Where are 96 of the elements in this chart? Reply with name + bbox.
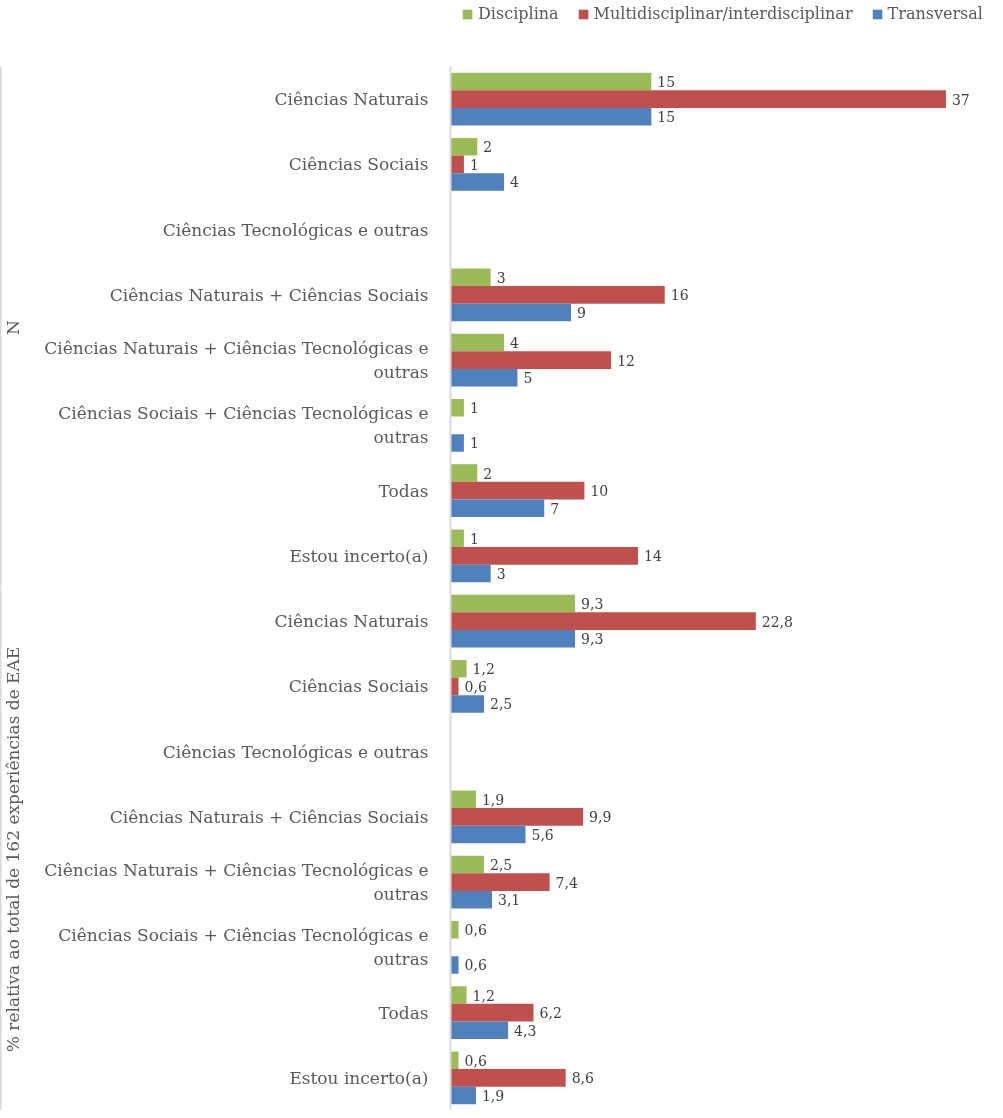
bar: [450, 351, 612, 369]
bar: [450, 398, 464, 417]
data-label: 1: [469, 400, 479, 417]
bar: [450, 873, 550, 891]
data-label: 5: [523, 370, 533, 387]
y-tick-label: Ciências Naturais + Ciências Tecnológicas e outras: [44, 338, 429, 383]
bar: [450, 1003, 534, 1022]
data-label: 0,6: [464, 1052, 487, 1069]
data-label: 14: [643, 548, 662, 565]
data-label: 4,3: [514, 1022, 537, 1039]
data-label: 16: [670, 287, 689, 304]
y-tick-label: Estou incerto(a): [289, 1067, 429, 1088]
data-label: 6,2: [539, 1005, 562, 1022]
y-axis-title: % relativa ao total de 162 experiências de EAE: [3, 646, 24, 1053]
data-label: 1: [469, 530, 479, 547]
bar: [450, 173, 505, 191]
bar: [450, 333, 505, 352]
bar: [450, 825, 526, 844]
bar: [450, 890, 493, 909]
legend-label: Multidisciplinar/interdisciplinar: [593, 4, 853, 23]
data-label: 15: [657, 109, 676, 126]
bar: [450, 855, 484, 874]
data-label: 2,5: [489, 857, 513, 874]
data-label: 8,6: [571, 1070, 595, 1087]
data-label: 0,6: [464, 957, 487, 974]
y-tick-label: Ciências Sociais: [288, 154, 429, 175]
bar: [450, 137, 478, 156]
data-label: 37: [951, 91, 970, 108]
bar: [450, 90, 946, 108]
y-tick-label: Ciências Sociais + Ciências Tecnológicas e outras: [58, 403, 429, 448]
data-label: 9,9: [589, 809, 612, 826]
data-label: 3,1: [498, 892, 521, 909]
bar: [450, 564, 491, 583]
data-label: 7: [550, 500, 560, 517]
y-tick-label: Ciências Tecnológicas e outras: [162, 741, 429, 762]
bar: [450, 72, 652, 91]
data-label: 2,5: [489, 696, 513, 713]
bar: [450, 286, 665, 304]
data-label: 9: [577, 304, 586, 321]
bar: [450, 695, 484, 713]
y-tick-label: Ciências Naturais + Ciências Sociais: [109, 284, 429, 305]
bar: [450, 790, 476, 809]
bar: [450, 612, 756, 630]
data-label: 3: [496, 565, 506, 582]
bar: [450, 1021, 509, 1040]
data-label: 12: [617, 352, 636, 369]
data-label: 4: [510, 174, 520, 191]
bar: [450, 303, 572, 322]
data-label: 22,8: [761, 613, 793, 630]
data-label: 7,4: [555, 874, 578, 891]
y-tick-label: Ciências Tecnológicas e outras: [162, 219, 429, 240]
data-label: 2: [483, 139, 493, 156]
y-tick-label: Ciências Naturais: [274, 89, 429, 110]
bar: [450, 268, 491, 287]
bar: [450, 1086, 476, 1105]
data-label: 1,9: [481, 1087, 505, 1104]
y-tick-label: Ciências Sociais + Ciências Tecnológicas e outras: [58, 925, 429, 970]
bar: [450, 529, 464, 548]
data-label: 9,3: [581, 596, 604, 613]
legend-label: Transversal: [887, 4, 983, 23]
data-label: 2: [483, 465, 493, 482]
bar: [450, 594, 576, 613]
y-tick-label: Ciências Naturais + Ciências Sociais: [109, 806, 429, 827]
bar: [450, 808, 584, 826]
data-label: 1,9: [481, 791, 505, 808]
bar: [450, 659, 467, 678]
data-label: 5,6: [531, 826, 554, 843]
legend-label: Disciplina: [478, 4, 559, 23]
y-tick-label: Estou incerto(a): [289, 545, 429, 566]
bar: [450, 629, 576, 648]
y-tick-label: Todas: [378, 480, 429, 501]
bar: [450, 1069, 566, 1087]
bar: [450, 499, 545, 518]
data-label: 15: [657, 74, 676, 91]
bar: [450, 434, 464, 452]
data-label: 1,2: [472, 661, 495, 678]
data-label: 1,2: [472, 987, 495, 1004]
data-label: 0,6: [464, 922, 487, 939]
y-tick-label: Ciências Naturais + Ciências Tecnológicas e outras: [44, 860, 429, 905]
bar: [450, 368, 518, 387]
y-tick-label: Ciências Sociais: [288, 676, 429, 697]
data-label: 10: [590, 483, 609, 500]
y-tick-label: Ciências Naturais: [274, 611, 429, 632]
data-label: 1: [469, 156, 479, 173]
data-label: 3: [496, 269, 506, 286]
data-label: 4: [510, 335, 520, 352]
data-label: 1: [469, 435, 479, 452]
bar: [450, 481, 585, 500]
bar: [450, 107, 652, 126]
bar: [450, 986, 467, 1004]
bar: [450, 547, 638, 565]
data-label: 9,3: [581, 631, 604, 648]
bar: [450, 464, 478, 482]
y-tick-label: Todas: [378, 1002, 429, 1023]
data-label: 0,6: [464, 678, 487, 695]
y-axis-title: N: [3, 319, 24, 335]
